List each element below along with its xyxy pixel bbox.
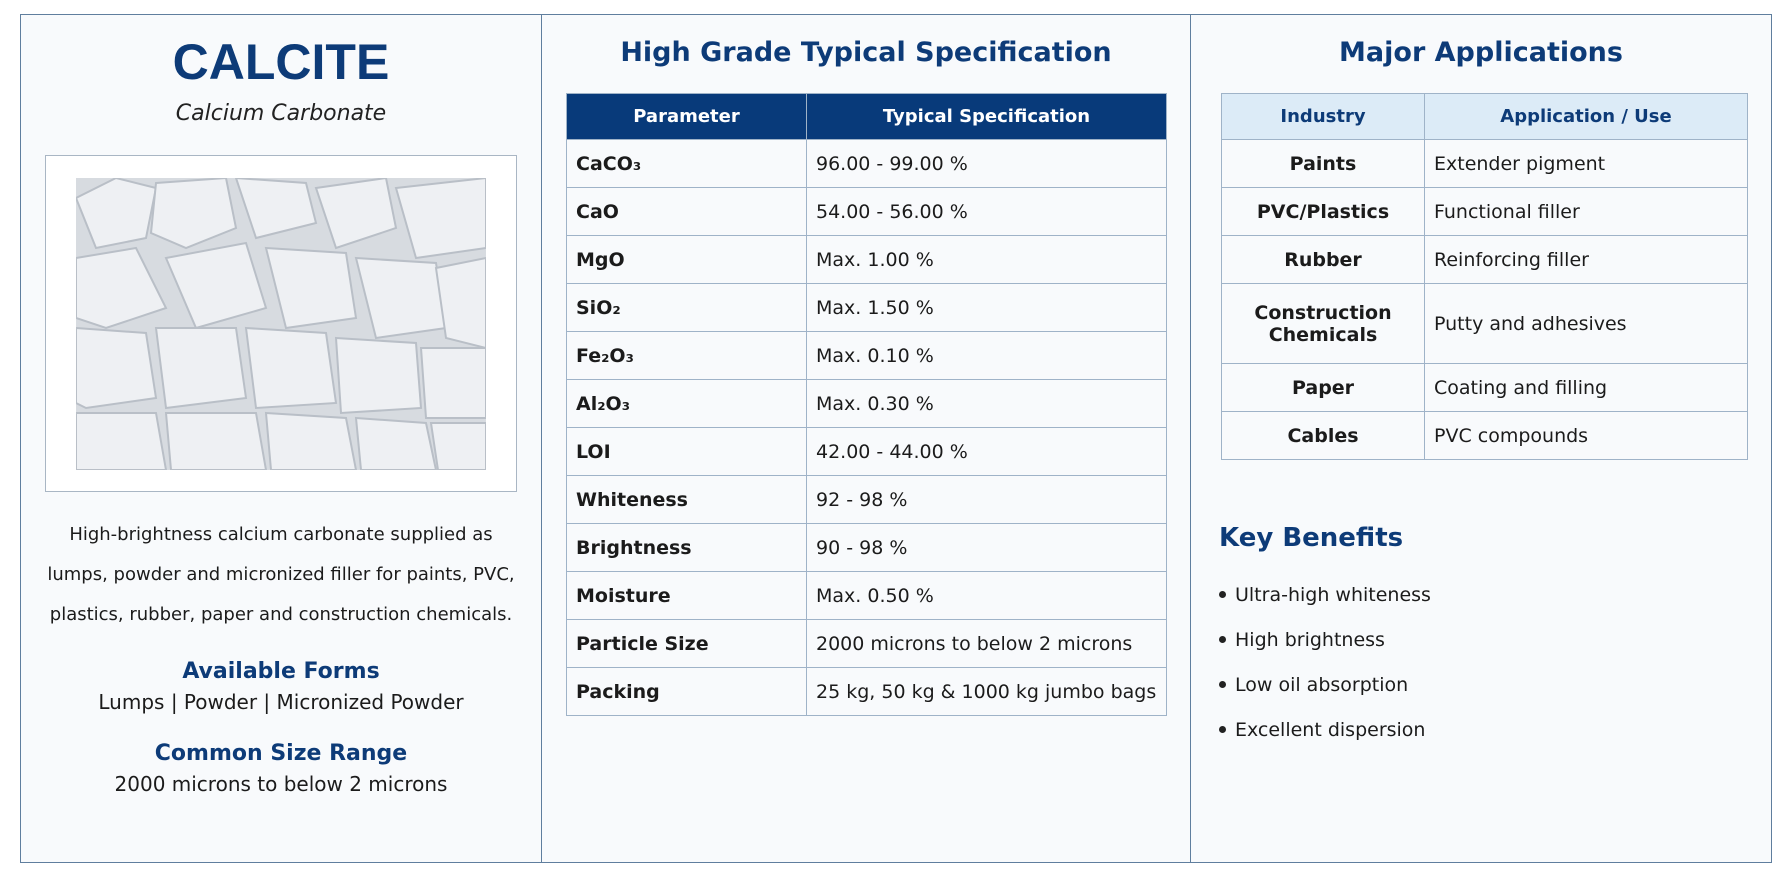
table-row: Whiteness 92 - 98 % — [566, 475, 1167, 524]
bullet — [1219, 636, 1226, 643]
table-cell: Max. 1.50 % — [806, 283, 1167, 332]
product-panel: CALCITE Calcium Carbonate High-brightnes… — [21, 15, 542, 862]
table-cell: 54.00 - 56.00 % — [806, 187, 1167, 236]
table-cell: Max. 0.50 % — [806, 571, 1167, 620]
table-row: Paper Coating and filling — [1221, 363, 1748, 412]
column-header: Parameter — [566, 93, 807, 140]
rocks-illustration — [76, 178, 486, 470]
header-row: Parameter Typical Specification — [566, 93, 1167, 140]
applications-heading: Major Applications — [1339, 37, 1623, 68]
benefit-text: High brightness — [1235, 628, 1385, 651]
table-row: Cables PVC compounds — [1221, 411, 1748, 460]
sheet: CALCITE Calcium Carbonate High-brightnes… — [20, 14, 1772, 863]
column-header: Typical Specification — [806, 93, 1167, 140]
table-cell: Whiteness — [566, 475, 807, 524]
applications-table: Industry Application / Use Paints Extender … — [1221, 93, 1748, 460]
table-cell: Putty and adhesives — [1424, 283, 1748, 364]
description: High-brightness calcium carbonate suppli… — [47, 524, 515, 625]
table-cell: Max. 0.10 % — [806, 331, 1167, 380]
table-cell: Functional filler — [1424, 187, 1748, 236]
table-cell: CaCO₃ — [566, 139, 807, 188]
table-cell: SiO₂ — [566, 283, 807, 332]
table-cell: 92 - 98 % — [806, 475, 1167, 524]
table-cell: PVC compounds — [1424, 411, 1748, 460]
spec-panel: High Grade Typical Specification Paramet… — [542, 15, 1191, 862]
table-row: CaO 54.00 - 56.00 % — [566, 187, 1167, 236]
benefit-item: Excellent dispersion — [1219, 707, 1431, 752]
benefit-item: High brightness — [1219, 617, 1431, 662]
table-row: Packing 25 kg, 50 kg & 1000 kg jumbo bags — [566, 667, 1167, 716]
spec-table: Parameter Typical Specification CaCO₃ 96.00… — [566, 93, 1167, 716]
table-row: Fe₂O₃ Max. 0.10 % — [566, 331, 1167, 380]
table-row: Rubber Reinforcing filler — [1221, 235, 1748, 284]
table-cell: Fe₂O₃ — [566, 331, 807, 380]
table-cell: Paper — [1221, 363, 1425, 412]
table-cell: Coating and filling — [1424, 363, 1748, 412]
table-cell: 96.00 - 99.00 % — [806, 139, 1167, 188]
bullet — [1219, 591, 1226, 598]
benefit-item: Low oil absorption — [1219, 662, 1431, 707]
benefits-heading: Key Benefits — [1219, 523, 1404, 553]
table-cell: Cables — [1221, 411, 1425, 460]
product-image — [45, 155, 517, 492]
table-cell: 25 kg, 50 kg & 1000 kg jumbo bags — [806, 667, 1167, 716]
column-header: Application / Use — [1424, 93, 1748, 140]
spec-heading: High Grade Typical Specification — [620, 37, 1112, 68]
table-row: LOI 42.00 - 44.00 % — [566, 427, 1167, 476]
table-cell: Max. 0.30 % — [806, 379, 1167, 428]
table-row: Moisture Max. 0.50 % — [566, 571, 1167, 620]
table-cell: CaO — [566, 187, 807, 236]
forms-heading: Available Forms — [182, 659, 380, 684]
benefit-text: Ultra-high whiteness — [1235, 583, 1431, 606]
table-row: Brightness 90 - 98 % — [566, 523, 1167, 572]
applications-panel: Major Applications Industry Application /… — [1191, 15, 1771, 862]
table-cell: 2000 microns to below 2 microns — [806, 619, 1167, 668]
table-cell: Rubber — [1221, 235, 1425, 284]
benefit-item: Ultra-high whiteness — [1219, 572, 1431, 617]
product-details: High-brightness calcium carbonate suppli… — [41, 515, 521, 799]
table-cell: Max. 1.00 % — [806, 235, 1167, 284]
forms-text: Lumps | Powder | Micronized Powder — [98, 690, 464, 714]
table-cell: Brightness — [566, 523, 807, 572]
header-row: Industry Application / Use — [1221, 93, 1748, 140]
table-cell: Al₂O₃ — [566, 379, 807, 428]
table-cell: Packing — [566, 667, 807, 716]
benefit-text: Low oil absorption — [1235, 673, 1409, 696]
table-cell: 42.00 - 44.00 % — [806, 427, 1167, 476]
benefit-text: Excellent dispersion — [1235, 718, 1426, 741]
table-cell: MgO — [566, 235, 807, 284]
product-title: CALCITE — [172, 34, 390, 90]
benefits-list: Ultra-high whiteness High brightness Low o… — [1219, 572, 1431, 752]
bullet — [1219, 681, 1226, 688]
table-row: MgO Max. 1.00 % — [566, 235, 1167, 284]
table-row: Construction Chemicals Putty and adhesive… — [1221, 283, 1748, 364]
table-cell: Construction Chemicals — [1221, 283, 1425, 364]
table-cell: Particle Size — [566, 619, 807, 668]
table-cell: Moisture — [566, 571, 807, 620]
table-cell: Paints — [1221, 139, 1425, 188]
table-cell: LOI — [566, 427, 807, 476]
column-header: Industry — [1221, 93, 1425, 140]
table-cell: 90 - 98 % — [806, 523, 1167, 572]
bullet — [1219, 726, 1226, 733]
size-heading: Common Size Range — [154, 741, 408, 766]
table-row: PVC/Plastics Functional filler — [1221, 187, 1748, 236]
table-cell: Extender pigment — [1424, 139, 1748, 188]
table-row: SiO₂ Max. 1.50 % — [566, 283, 1167, 332]
table-row: CaCO₃ 96.00 - 99.00 % — [566, 139, 1167, 188]
size-text: 2000 microns to below 2 microns — [114, 772, 448, 796]
product-subtitle: Calcium Carbonate — [175, 101, 387, 126]
table-cell: PVC/Plastics — [1221, 187, 1425, 236]
table-cell: Reinforcing filler — [1424, 235, 1748, 284]
table-row: Al₂O₃ Max. 0.30 % — [566, 379, 1167, 428]
table-row: Paints Extender pigment — [1221, 139, 1748, 188]
table-row: Particle Size 2000 microns to below 2 mic… — [566, 619, 1167, 668]
